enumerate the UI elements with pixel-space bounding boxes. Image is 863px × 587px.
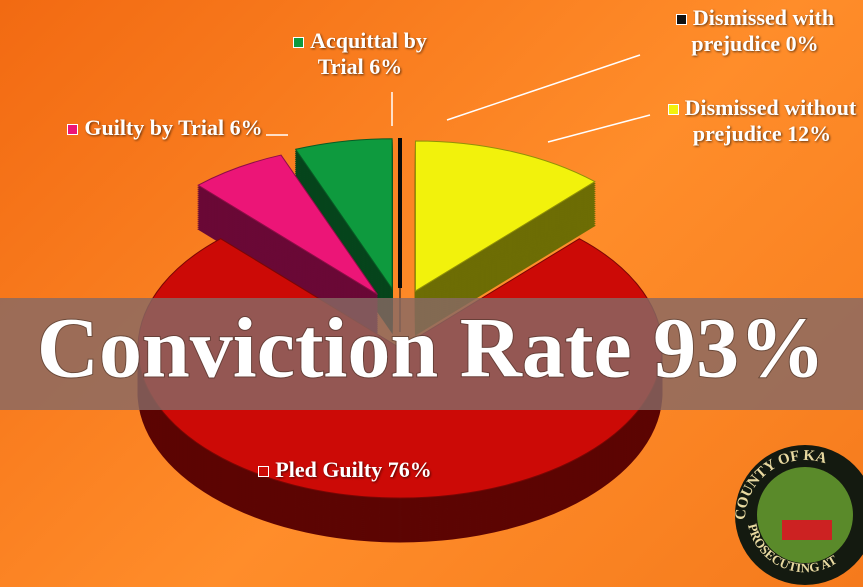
value-label: 0%	[785, 31, 819, 56]
seal: COUNTY OF KA PROSECUTING AT	[733, 445, 863, 585]
slice-top	[414, 140, 596, 292]
leader-line	[547, 114, 651, 143]
banner	[0, 298, 863, 410]
data-label: Dismissed with prejudice 0%	[655, 5, 855, 57]
legend-swatch	[67, 124, 79, 136]
data-label: Acquittal by Trial 6%	[270, 28, 450, 80]
data-label: Pled Guilty 76%	[250, 457, 440, 483]
legend-swatch	[667, 104, 679, 116]
value-label: 6%	[229, 115, 263, 140]
data-label: Dismissed without prejudice 12%	[662, 95, 862, 147]
category-label: Dismissed with prejudice	[691, 5, 835, 56]
value-label: 76%	[387, 457, 432, 482]
slice-top	[197, 154, 378, 295]
leader-lines	[266, 54, 651, 143]
seal-flag	[782, 520, 832, 540]
value-label: 12%	[787, 121, 832, 146]
legend-swatch	[675, 14, 687, 26]
category-label: Acquittal by Trial	[310, 28, 427, 79]
slice-top	[294, 138, 393, 291]
leader-line	[446, 54, 641, 121]
data-label: Guilty by Trial 6%	[55, 115, 275, 141]
banner-text: Conviction Rate 93%	[37, 300, 825, 396]
legend-swatch	[258, 466, 270, 478]
legend-swatch	[293, 37, 305, 49]
category-label: Pled Guilty	[275, 457, 383, 482]
category-label: Guilty by Trial	[84, 115, 225, 140]
slice	[414, 140, 596, 336]
value-label: 6%	[369, 54, 403, 79]
category-label: Dismissed without prejudice	[684, 95, 857, 146]
